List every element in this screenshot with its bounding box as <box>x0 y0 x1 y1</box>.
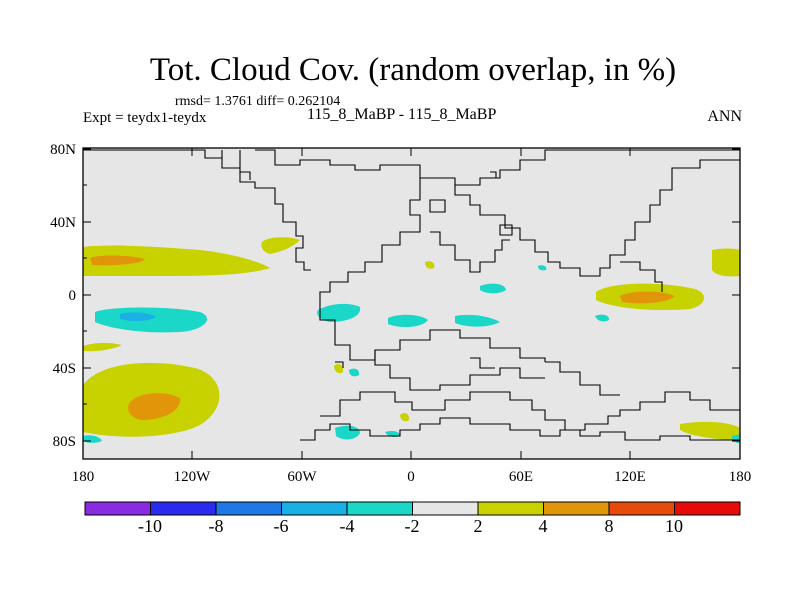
coastline-east <box>545 361 620 396</box>
coastline-india <box>620 261 663 292</box>
colorbar-box <box>412 501 479 516</box>
anomaly-region <box>388 314 428 328</box>
colorbar-box <box>281 501 348 516</box>
anomaly-region <box>480 283 506 294</box>
anomaly-region <box>90 255 145 266</box>
lat-label: 0 <box>69 288 77 304</box>
lat-label: 80S <box>53 434 76 450</box>
anomaly-region <box>83 342 122 352</box>
anomaly-region <box>680 421 740 440</box>
colorbar-label: 10 <box>665 516 683 536</box>
lon-label: 0 <box>407 469 415 485</box>
coastline-asia <box>319 178 546 362</box>
experiment-label: Expt = teydx1-teydx <box>83 110 207 126</box>
colorbar-box <box>150 501 217 516</box>
anomaly-region <box>334 364 344 374</box>
colorbar-label: 2 <box>474 516 483 536</box>
colorbar-label: -2 <box>405 516 420 536</box>
stats-line: rmsd= 1.3761 diff= 0.262104 <box>175 94 341 109</box>
lon-label: 180 <box>729 469 752 485</box>
lon-label: 120E <box>614 469 646 485</box>
lon-label: 120W <box>174 469 212 485</box>
colorbar <box>84 501 741 516</box>
colorbar-box <box>346 501 413 516</box>
anomaly-region <box>349 368 360 377</box>
anomaly-region <box>712 248 740 277</box>
lon-label: 60W <box>287 469 317 485</box>
anomaly-region <box>317 303 361 322</box>
anomaly-region <box>120 312 156 322</box>
lat-label: 40N <box>50 215 76 231</box>
colorbar-label: -8 <box>209 516 224 536</box>
coastline-africa <box>430 231 510 273</box>
coastline-antarctic <box>300 417 740 441</box>
season-label: ANN <box>707 108 742 125</box>
anomaly-region <box>335 425 360 440</box>
anomaly-region <box>83 245 270 276</box>
colorbar-box <box>608 501 675 516</box>
lon-label: 60E <box>509 469 533 485</box>
colorbar-label: -6 <box>274 516 289 536</box>
lon-labels: 180 120W 60W 0 60E 120E 180 <box>72 469 752 485</box>
colorbar-box <box>215 501 282 516</box>
coastline-continent <box>454 159 740 277</box>
coastline-south <box>320 391 740 431</box>
colorbar-box <box>674 501 741 516</box>
colorbar-label: 8 <box>605 516 614 536</box>
case-label: 115_8_MaBP - 115_8_MaBP <box>307 106 497 123</box>
anomaly-region <box>455 314 500 327</box>
colorbar-box <box>84 501 151 516</box>
coastline-north <box>83 149 311 271</box>
coastline-inner <box>374 350 545 391</box>
colorbar-label: -10 <box>138 516 162 536</box>
colorbar-label: -4 <box>340 516 355 536</box>
anomaly-region <box>538 265 547 271</box>
anomaly-fields <box>83 237 740 443</box>
colorbar-labels: -10 -8 -6 -4 -2 2 4 8 10 <box>138 516 683 536</box>
coastlines <box>83 149 740 441</box>
lon-ticks <box>191 148 631 459</box>
anomaly-region <box>620 291 675 304</box>
anomaly-region <box>595 314 610 322</box>
colorbar-box <box>477 501 544 516</box>
lat-ticks <box>83 148 740 442</box>
anomaly-region <box>425 261 435 269</box>
anomaly-region <box>261 237 300 254</box>
colorbar-label: 4 <box>539 516 548 536</box>
lat-label: 40S <box>53 361 76 377</box>
colorbar-box <box>543 501 610 516</box>
coastline-island <box>335 171 513 368</box>
lon-label: 180 <box>72 469 95 485</box>
anomaly-region <box>128 393 181 420</box>
lat-label: 80N <box>50 142 76 158</box>
lat-labels: 80N 40N 0 40S 80S <box>50 142 76 450</box>
anomaly-region <box>400 412 410 422</box>
coastline-arctic <box>255 149 740 186</box>
map-title: Tot. Cloud Cov. (random overlap, in %) <box>149 52 677 88</box>
